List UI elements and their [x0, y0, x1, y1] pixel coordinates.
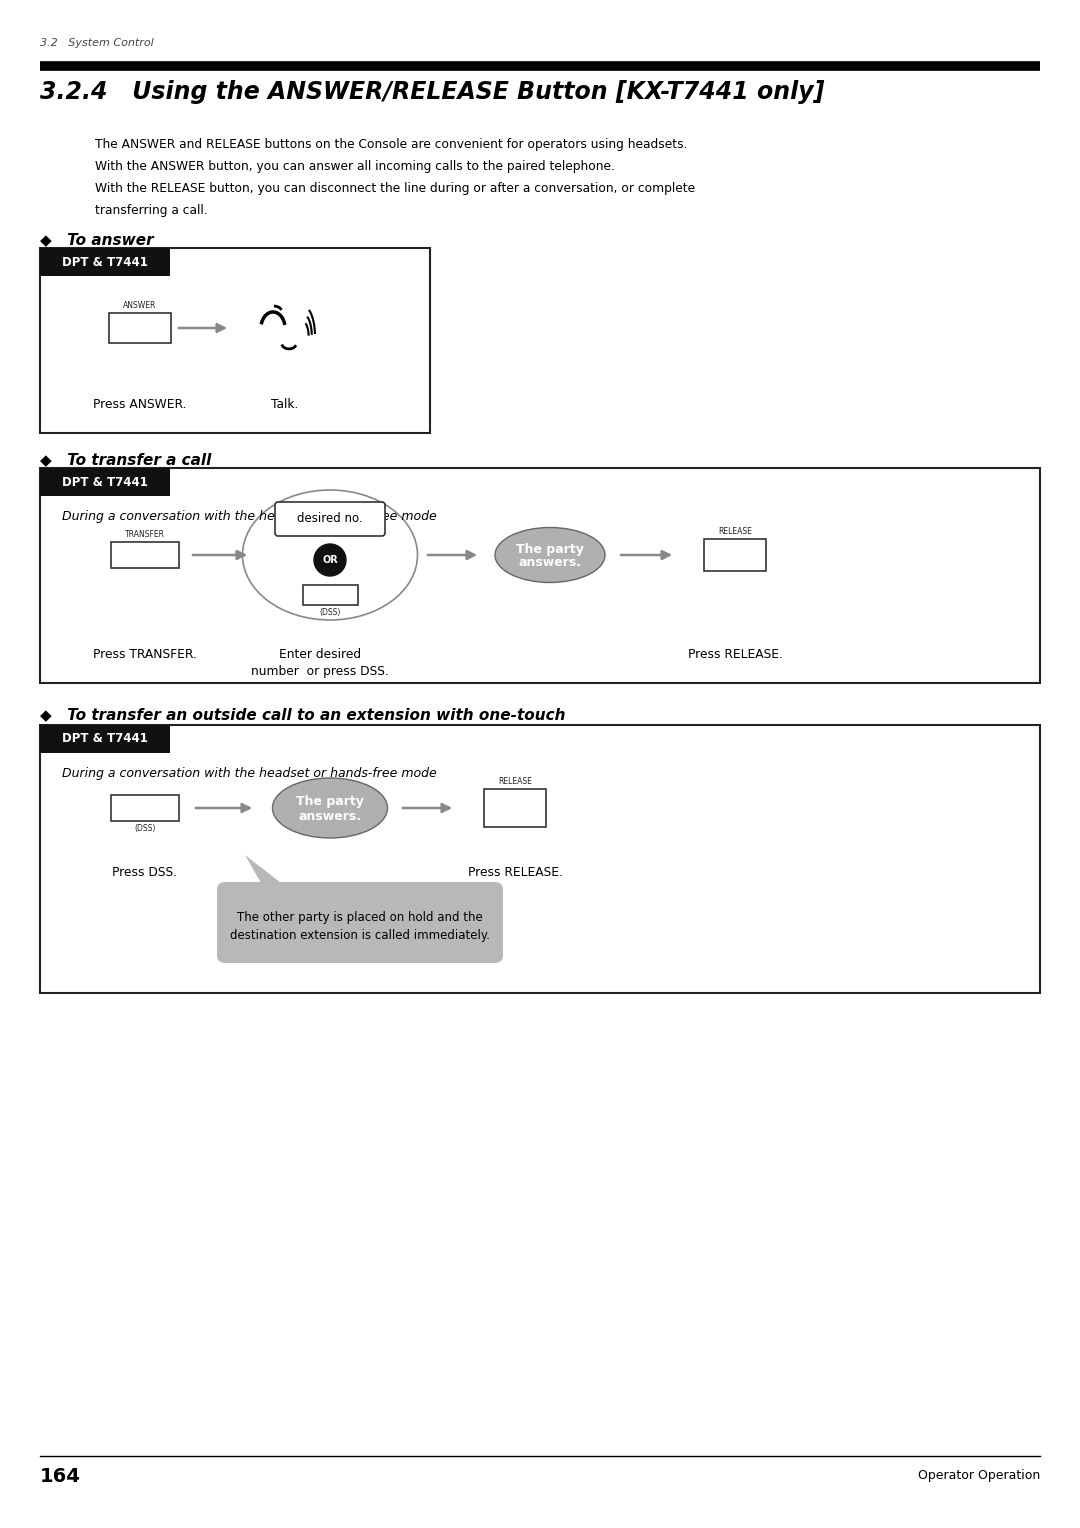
Text: 3.2.4   Using the ANSWER/RELEASE Button [KX-T7441 only]: 3.2.4 Using the ANSWER/RELEASE Button [K…: [40, 79, 824, 104]
Ellipse shape: [272, 778, 388, 837]
Text: Press DSS.: Press DSS.: [112, 866, 177, 880]
Text: During a conversation with the headset or hands-free mode: During a conversation with the headset o…: [62, 510, 436, 523]
Text: To answer: To answer: [62, 232, 153, 248]
Text: ANSWER: ANSWER: [123, 301, 157, 310]
Text: Press ANSWER.: Press ANSWER.: [93, 399, 187, 411]
FancyBboxPatch shape: [302, 585, 357, 605]
FancyBboxPatch shape: [275, 503, 384, 536]
Text: number  or press DSS.: number or press DSS.: [252, 665, 389, 677]
Text: ◆: ◆: [40, 707, 52, 723]
Ellipse shape: [243, 490, 418, 620]
FancyBboxPatch shape: [704, 539, 766, 571]
Text: 3.2   System Control: 3.2 System Control: [40, 38, 153, 47]
FancyBboxPatch shape: [109, 313, 171, 342]
Text: With the RELEASE button, you can disconnect the line during or after a conversat: With the RELEASE button, you can disconn…: [95, 182, 696, 196]
Text: ◆: ◆: [40, 452, 52, 468]
Text: transferring a call.: transferring a call.: [95, 205, 207, 217]
Text: RELEASE: RELEASE: [718, 527, 752, 536]
Text: (DSS): (DSS): [320, 608, 340, 617]
FancyBboxPatch shape: [40, 248, 430, 432]
Text: Operator Operation: Operator Operation: [918, 1470, 1040, 1482]
FancyBboxPatch shape: [40, 468, 1040, 683]
Text: Press TRANSFER.: Press TRANSFER.: [93, 648, 197, 662]
Circle shape: [314, 544, 346, 576]
FancyBboxPatch shape: [111, 795, 179, 821]
Polygon shape: [245, 856, 291, 889]
FancyBboxPatch shape: [111, 542, 179, 568]
Text: To transfer a call: To transfer a call: [62, 452, 212, 468]
Text: destination extension is called immediately.: destination extension is called immediat…: [230, 929, 490, 941]
Text: TRANSFER: TRANSFER: [125, 530, 165, 539]
Text: To transfer an outside call to an extension with one-touch: To transfer an outside call to an extens…: [62, 707, 566, 723]
FancyBboxPatch shape: [217, 882, 503, 963]
FancyBboxPatch shape: [40, 248, 170, 277]
Text: DPT & T7441: DPT & T7441: [62, 475, 148, 489]
Text: OR: OR: [322, 555, 338, 565]
FancyBboxPatch shape: [40, 724, 1040, 993]
Text: DPT & T7441: DPT & T7441: [62, 255, 148, 269]
Text: ◆: ◆: [40, 232, 52, 248]
Text: Press RELEASE.: Press RELEASE.: [468, 866, 563, 880]
Text: With the ANSWER button, you can answer all incoming calls to the paired telephon: With the ANSWER button, you can answer a…: [95, 160, 615, 173]
Text: The party: The party: [516, 542, 584, 556]
FancyBboxPatch shape: [40, 724, 170, 753]
Text: The party: The party: [296, 796, 364, 808]
Text: Press RELEASE.: Press RELEASE.: [688, 648, 782, 662]
FancyBboxPatch shape: [484, 788, 546, 827]
Text: Talk.: Talk.: [271, 399, 299, 411]
Text: Enter desired: Enter desired: [279, 648, 361, 662]
Text: The other party is placed on hold and the: The other party is placed on hold and th…: [238, 911, 483, 924]
Text: During a conversation with the headset or hands-free mode: During a conversation with the headset o…: [62, 767, 436, 779]
Text: answers.: answers.: [518, 556, 581, 570]
Text: RELEASE: RELEASE: [498, 778, 532, 785]
Text: The ANSWER and RELEASE buttons on the Console are convenient for operators using: The ANSWER and RELEASE buttons on the Co…: [95, 138, 688, 151]
Text: desired no.: desired no.: [297, 512, 363, 526]
Text: answers.: answers.: [298, 810, 362, 822]
Text: DPT & T7441: DPT & T7441: [62, 732, 148, 746]
Text: (DSS): (DSS): [134, 824, 156, 833]
Ellipse shape: [495, 527, 605, 582]
FancyBboxPatch shape: [40, 468, 170, 497]
Text: 164: 164: [40, 1467, 81, 1485]
